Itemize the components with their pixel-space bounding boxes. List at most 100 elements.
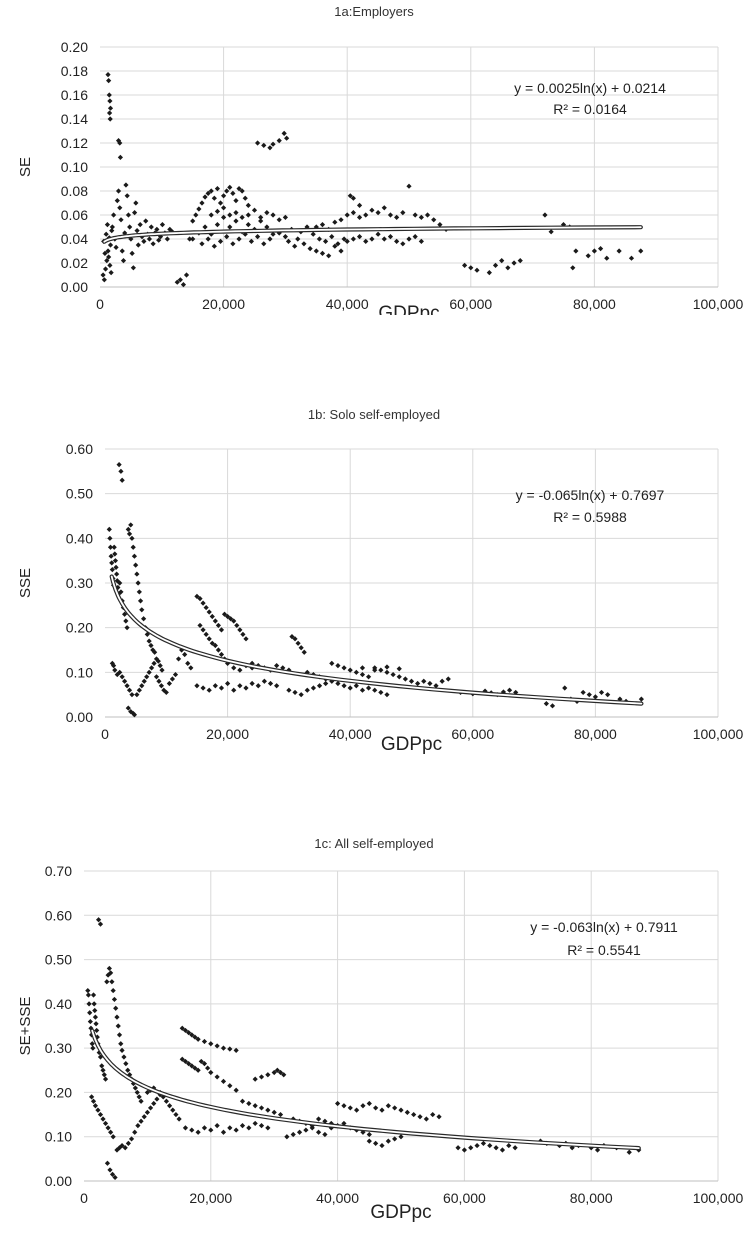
data-point	[224, 188, 230, 194]
data-point	[110, 987, 116, 994]
data-point	[252, 1076, 258, 1082]
data-point	[225, 680, 231, 687]
data-point	[114, 578, 120, 584]
data-point	[265, 1107, 271, 1113]
data-point	[221, 611, 228, 617]
data-point	[506, 1142, 512, 1149]
chart-panel-employers: 1a:Employers 0 20,000 40,000 60,000 80,000 10…	[0, 0, 748, 315]
data-point	[188, 665, 194, 671]
data-point	[144, 1089, 150, 1096]
data-point	[141, 238, 147, 244]
data-point	[133, 200, 139, 206]
data-point	[141, 1114, 147, 1120]
data-point	[427, 680, 433, 687]
data-point	[105, 248, 111, 254]
data-point	[221, 214, 227, 220]
data-point	[189, 1032, 195, 1038]
y-tick-label: 0.00	[45, 1173, 72, 1189]
data-point	[212, 683, 218, 689]
data-point	[506, 687, 513, 693]
y-tick-label: 0.20	[61, 39, 88, 55]
data-point	[354, 1107, 360, 1113]
data-point	[233, 1127, 239, 1133]
data-point	[123, 182, 129, 188]
data-point	[280, 665, 286, 671]
data-point	[240, 631, 246, 637]
data-point	[347, 193, 353, 199]
data-point	[180, 282, 187, 288]
scatter-chart-solo-self-employed: 0 20,000 40,000 60,000 80,000 100,000 0.00 0.10…	[17, 441, 744, 755]
data-point	[233, 198, 239, 204]
data-point	[95, 917, 102, 923]
data-point	[372, 667, 378, 673]
data-point	[129, 692, 135, 698]
data-point	[304, 224, 310, 230]
data-point	[626, 1149, 632, 1155]
data-point	[588, 1145, 594, 1151]
data-point	[203, 631, 209, 637]
data-point	[390, 671, 396, 678]
data-point	[154, 226, 160, 232]
data-point	[134, 692, 140, 698]
data-point	[239, 1098, 246, 1104]
data-point	[176, 1116, 182, 1122]
y-tick-label: 0.04	[61, 231, 88, 247]
data-point	[182, 1125, 189, 1131]
data-point	[202, 224, 208, 230]
data-point	[211, 195, 217, 201]
data-point	[220, 1045, 227, 1051]
data-point	[252, 1120, 258, 1127]
data-point	[261, 142, 267, 148]
data-point	[87, 1010, 93, 1016]
data-point	[394, 238, 400, 244]
data-point	[129, 250, 135, 256]
data-point	[144, 1109, 150, 1115]
data-point	[186, 1030, 192, 1036]
data-point	[185, 660, 191, 666]
data-point	[591, 248, 597, 254]
data-point	[103, 231, 109, 237]
data-point	[319, 250, 326, 256]
data-point	[366, 1138, 372, 1144]
data-point	[350, 195, 356, 201]
data-point	[192, 1034, 198, 1040]
y-tick-label: 0.12	[61, 135, 88, 151]
data-point	[126, 687, 133, 693]
data-point	[341, 236, 347, 242]
data-point	[387, 234, 394, 240]
data-point	[598, 689, 605, 696]
data-point	[192, 1065, 198, 1071]
data-point	[468, 265, 474, 271]
x-tick-label: 40,000	[326, 296, 369, 312]
data-point	[106, 78, 112, 84]
data-point	[344, 212, 350, 218]
data-point	[116, 462, 122, 468]
data-point	[146, 669, 152, 675]
data-point	[437, 222, 443, 228]
data-point	[164, 236, 170, 242]
data-point	[186, 1061, 192, 1067]
data-point	[125, 705, 131, 711]
trendline	[103, 226, 642, 243]
data-point	[121, 1054, 127, 1060]
data-point	[417, 1114, 423, 1120]
data-point	[258, 1074, 265, 1080]
data-point	[182, 1058, 189, 1065]
data-point	[195, 1067, 201, 1073]
data-point	[258, 1105, 265, 1111]
data-point	[254, 140, 261, 146]
y-tick-label: 0.20	[66, 620, 93, 636]
data-point	[134, 1089, 140, 1096]
data-point	[249, 660, 255, 666]
data-point	[295, 236, 301, 242]
data-point	[328, 1125, 334, 1131]
data-point	[90, 1098, 97, 1104]
data-point	[402, 676, 408, 682]
data-point	[218, 651, 225, 658]
data-point	[118, 1041, 124, 1047]
data-point	[378, 689, 384, 696]
data-point	[363, 212, 369, 218]
data-point	[375, 231, 381, 237]
data-point	[206, 609, 212, 615]
data-point	[119, 477, 125, 483]
